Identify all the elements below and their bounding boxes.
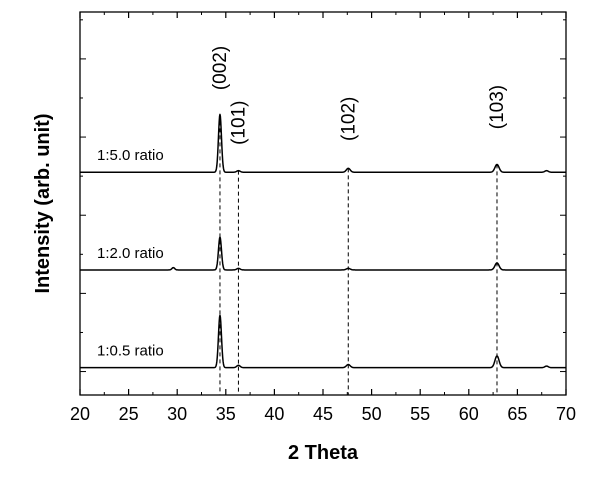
peak-label: (103) [487, 85, 508, 129]
x-tick-label: 60 [459, 404, 479, 424]
x-tick-label: 25 [119, 404, 139, 424]
series-line [79, 113, 567, 173]
peak-label: (102) [338, 97, 359, 141]
x-tick-label: 45 [313, 404, 333, 424]
y-axis-ticks [80, 19, 566, 373]
x-tick-label: 50 [362, 404, 382, 424]
plot-area [79, 11, 567, 396]
series-group: 1:5.0 ratio 1:2.0 ratio 1:0.5 ratio [79, 113, 567, 369]
series-label: 1:5.0 ratio [97, 147, 164, 164]
reference-lines: (002) (101) (102) (103) [210, 46, 508, 395]
x-tick-label: 20 [70, 404, 90, 424]
peak-label: (002) [210, 46, 231, 90]
x-tick-label: 30 [167, 404, 187, 424]
x-tick-label: 40 [264, 404, 284, 424]
x-axis-title: 2 Theta [288, 442, 359, 464]
x-tick-label: 65 [507, 404, 527, 424]
x-tick-label: 35 [216, 404, 236, 424]
x-tick-label: 55 [410, 404, 430, 424]
series-line [79, 236, 567, 271]
plot-frame [79, 11, 567, 396]
series-line [79, 314, 567, 369]
x-axis-ticks: 20 25 30 35 40 45 50 55 60 65 70 [70, 12, 576, 424]
peak-label: (101) [228, 101, 249, 145]
x-tick-label: 70 [556, 404, 576, 424]
y-axis-title: Intensity (arb. unit) [32, 114, 54, 294]
series-label: 1:2.0 ratio [97, 245, 164, 262]
series-label: 1:0.5 ratio [97, 343, 164, 360]
